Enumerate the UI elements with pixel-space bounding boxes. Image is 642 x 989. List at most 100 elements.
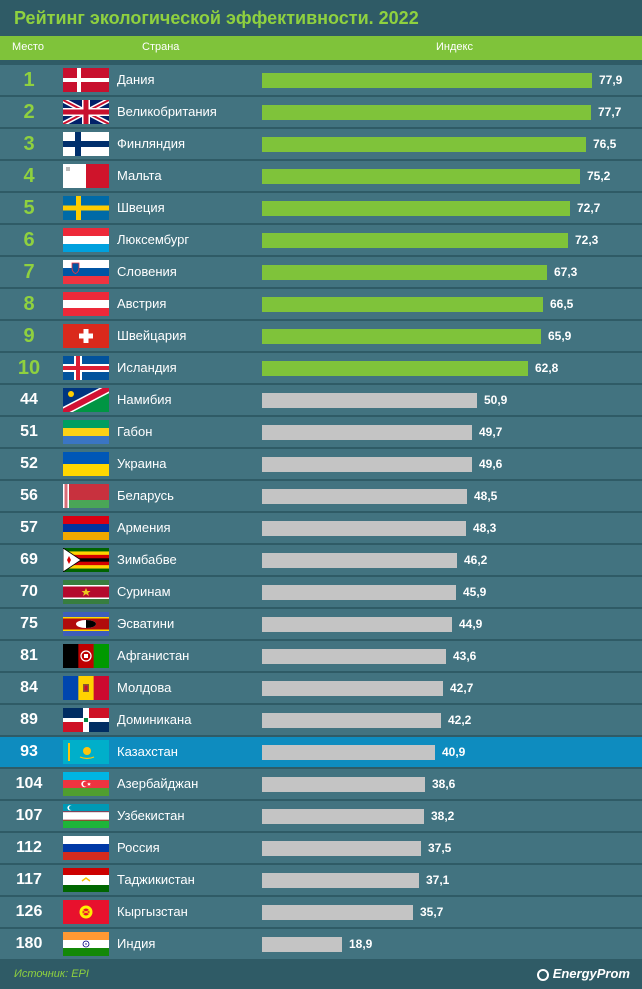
value-bar <box>262 553 457 568</box>
slovenia-flag <box>63 260 109 284</box>
country-label: Словения <box>117 264 177 279</box>
table-row: 52 Украина 49,6 <box>0 449 642 479</box>
country-label: Суринам <box>117 584 171 599</box>
kyrgyzstan-flag <box>63 900 109 924</box>
value-bar <box>262 201 570 216</box>
table-row: 69 Зимбабве 46,2 <box>0 545 642 575</box>
rank-label: 70 <box>20 583 38 600</box>
value-label: 37,5 <box>428 841 452 855</box>
switzerland-flag <box>63 324 109 348</box>
country-label: Армения <box>117 520 171 535</box>
value-label: 44,9 <box>459 617 483 631</box>
rank-label: 2 <box>23 101 35 123</box>
rank-label: 104 <box>15 775 43 792</box>
chart-title: Рейтинг экологической эффективности. 202… <box>14 8 419 28</box>
value-bar <box>262 905 413 920</box>
table-row: 44 Намибия 50,9 <box>0 385 642 415</box>
table-row: 51 Габон 49,7 <box>0 417 642 447</box>
rank-label: 9 <box>23 325 35 347</box>
country-label: Зимбабве <box>117 552 177 567</box>
value-bar <box>262 617 452 632</box>
rank-label: 5 <box>23 197 35 219</box>
value-bar <box>262 393 477 408</box>
value-bar <box>262 361 528 376</box>
value-bar <box>262 681 443 696</box>
value-bar <box>262 73 592 88</box>
value-label: 38,6 <box>432 777 456 791</box>
rank-label: 4 <box>23 165 35 187</box>
rank-label: 1 <box>23 69 35 91</box>
belarus-flag <box>63 484 109 508</box>
rank-label: 10 <box>17 357 41 379</box>
russia-flag <box>63 836 109 860</box>
value-bar <box>262 873 419 888</box>
uzbekistan-flag <box>63 804 109 828</box>
rank-label: 107 <box>15 807 43 824</box>
rank-label: 7 <box>23 261 35 283</box>
value-bar <box>262 649 446 664</box>
rank-label: 6 <box>23 229 35 251</box>
value-label: 50,9 <box>484 393 508 407</box>
value-label: 42,7 <box>450 681 474 695</box>
value-label: 43,6 <box>453 649 477 663</box>
rank-label: 57 <box>20 519 38 536</box>
namibia-flag <box>63 388 109 412</box>
table-row: 8 Австрия 66,5 <box>0 289 642 319</box>
rank-label: 56 <box>20 487 38 504</box>
suriname-flag <box>63 580 109 604</box>
country-label: Казахстан <box>117 744 178 759</box>
country-label: Украина <box>117 456 167 471</box>
table-row: 56 Беларусь 48,5 <box>0 481 642 511</box>
value-bar <box>262 937 342 952</box>
value-bar <box>262 233 568 248</box>
country-label: Кыргызстан <box>117 904 188 919</box>
country-label: Эсватини <box>117 616 175 631</box>
dominican-republic-flag <box>63 708 109 732</box>
eswatini-flag <box>63 612 109 636</box>
rank-label: 8 <box>23 293 35 315</box>
table-row: 75 Эсватини 44,9 <box>0 609 642 639</box>
table-row: 126 Кыргызстан 35,7 <box>0 897 642 927</box>
armenia-flag <box>63 516 109 540</box>
austria-flag <box>63 292 109 316</box>
table-row: 1 Дания 77,9 <box>0 65 642 95</box>
country-label: Индия <box>117 936 156 951</box>
table-row: 10 Исландия 62,8 <box>0 353 642 383</box>
rank-label: 3 <box>23 133 35 155</box>
table-header: Место Страна Индекс <box>0 36 642 60</box>
country-label: Узбекистан <box>117 808 185 823</box>
iceland-flag <box>63 356 109 380</box>
country-label: Великобритания <box>117 104 217 119</box>
value-bar <box>262 777 425 792</box>
rank-label: 44 <box>20 391 38 408</box>
value-label: 18,9 <box>349 937 373 951</box>
zimbabwe-flag <box>63 548 109 572</box>
rank-label: 126 <box>15 903 43 920</box>
table-row: 4 Мальта 75,2 <box>0 161 642 191</box>
table-row: 93 Казахстан 40,9 <box>0 737 642 767</box>
table-row: 70 Суринам 45,9 <box>0 577 642 607</box>
value-bar <box>262 105 591 120</box>
value-label: 77,7 <box>598 105 622 119</box>
value-bar <box>262 457 472 472</box>
country-column-header: Страна <box>142 41 180 53</box>
denmark-flag <box>63 68 109 92</box>
value-label: 65,9 <box>548 329 572 343</box>
value-label: 48,3 <box>473 521 497 535</box>
tajikistan-flag <box>63 868 109 892</box>
value-bar <box>262 713 441 728</box>
country-label: Габон <box>117 424 153 439</box>
value-bar <box>262 585 456 600</box>
value-label: 62,8 <box>535 361 559 375</box>
country-label: Дания <box>117 72 155 87</box>
table-row: 9 Швейцария 65,9 <box>0 321 642 351</box>
index-column-header: Индекс <box>436 41 473 53</box>
value-bar <box>262 265 547 280</box>
value-label: 67,3 <box>554 265 578 279</box>
value-label: 48,5 <box>474 489 498 503</box>
rank-column-header: Место <box>12 41 44 53</box>
rank-label: 117 <box>16 871 42 888</box>
value-bar <box>262 297 543 312</box>
sweden-flag <box>63 196 109 220</box>
value-label: 38,2 <box>431 809 455 823</box>
